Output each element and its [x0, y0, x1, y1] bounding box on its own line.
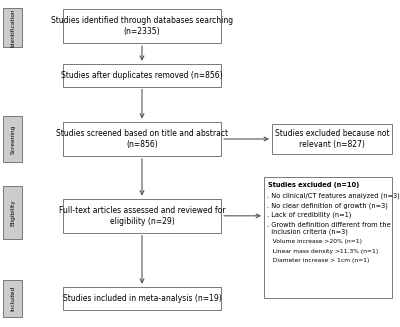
Text: Volume increase >20% (n=1): Volume increase >20% (n=1) — [267, 239, 362, 244]
Text: Studies identified through databases searching
(n=2335): Studies identified through databases sea… — [51, 16, 233, 36]
Text: Studies excluded (n=10): Studies excluded (n=10) — [268, 182, 359, 188]
Text: Included: Included — [10, 286, 15, 311]
Text: Studies screened based on title and abstract
(n=856): Studies screened based on title and abst… — [56, 129, 228, 149]
Bar — [3, 280, 22, 317]
Bar — [3, 8, 22, 47]
Bar — [63, 9, 221, 43]
Bar — [63, 122, 221, 156]
Text: . Growth definition different from the
  inclusion criteria (n=3): . Growth definition different from the i… — [267, 222, 391, 235]
Text: Studies included in meta-analysis (n=19): Studies included in meta-analysis (n=19) — [63, 294, 221, 303]
Text: . No clinical/CT features analyzed (n=3): . No clinical/CT features analyzed (n=3) — [267, 192, 400, 199]
Text: Full-text articles assessed and reviewed for
eligibility (n=29): Full-text articles assessed and reviewed… — [59, 206, 225, 226]
Bar — [272, 124, 392, 154]
Bar — [63, 287, 221, 310]
Text: Studies after duplicates removed (n=856): Studies after duplicates removed (n=856) — [61, 71, 223, 80]
Text: Screening: Screening — [10, 124, 15, 154]
Text: . No clear definition of growth (n=3): . No clear definition of growth (n=3) — [267, 202, 388, 209]
Bar — [264, 177, 392, 298]
Text: Eligibility: Eligibility — [10, 199, 15, 226]
Bar — [3, 186, 22, 239]
Text: Identification: Identification — [10, 9, 15, 47]
Text: Diameter increase > 1cm (n=1): Diameter increase > 1cm (n=1) — [267, 258, 370, 263]
Bar — [63, 64, 221, 87]
Text: Studies excluded because not
relevant (n=827): Studies excluded because not relevant (n… — [275, 129, 389, 149]
Text: Linear mass density >11.3% (n=1): Linear mass density >11.3% (n=1) — [267, 249, 378, 253]
Bar — [63, 198, 221, 233]
Bar — [3, 116, 22, 162]
Text: . Lack of credibility (n=1): . Lack of credibility (n=1) — [267, 212, 352, 218]
